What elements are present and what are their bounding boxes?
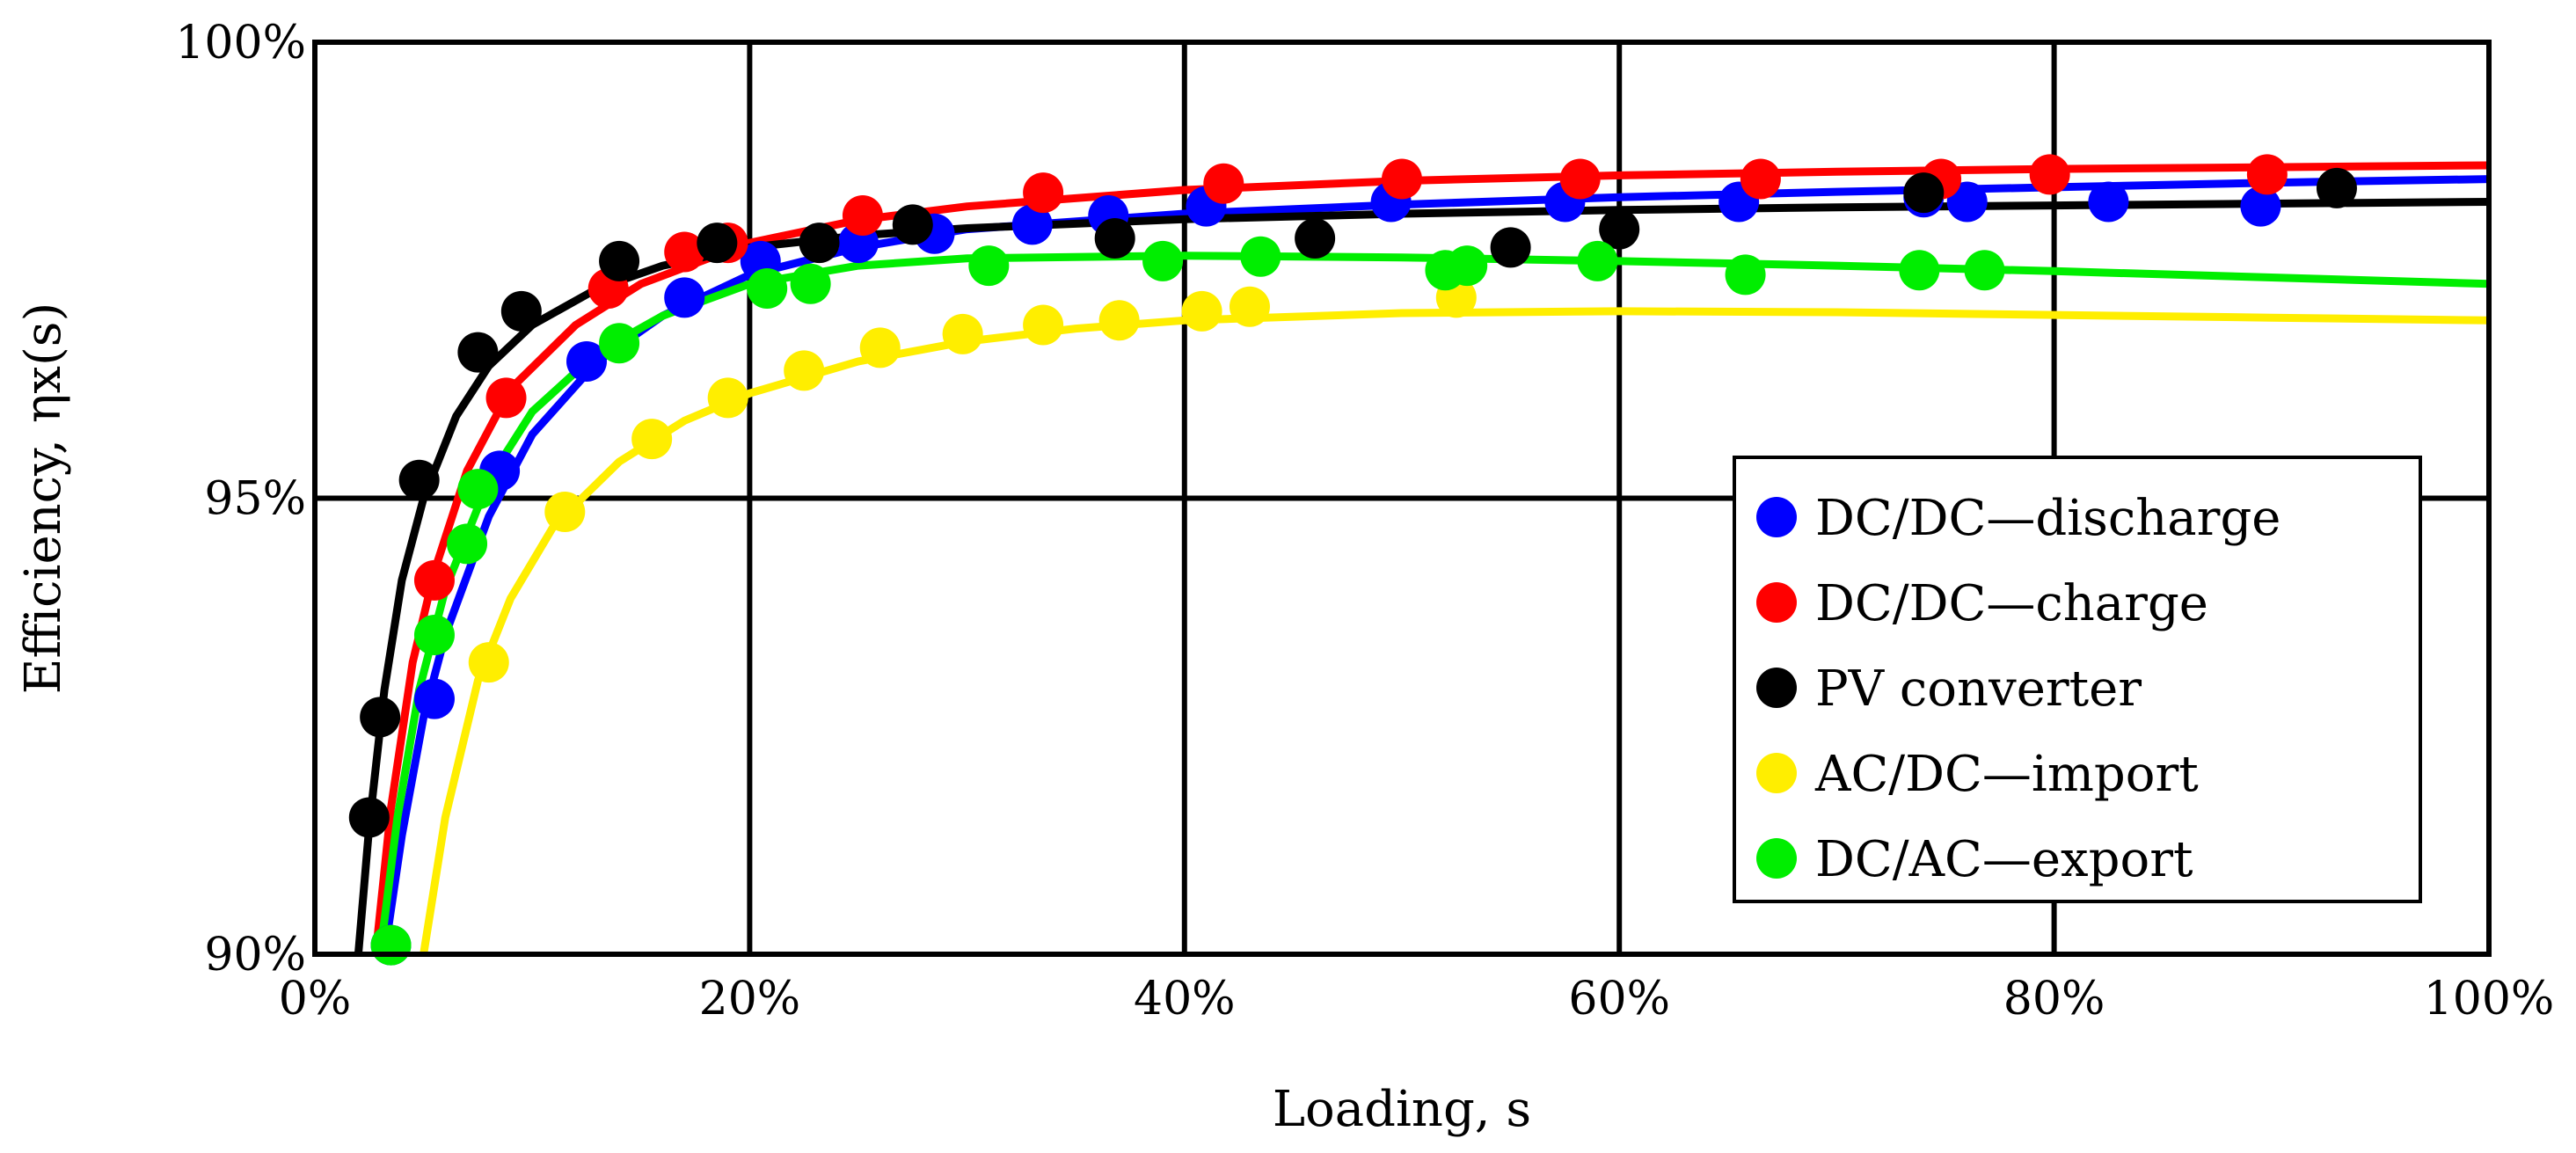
data-point (784, 350, 825, 391)
legend-label: AC/DC—import (1814, 746, 2199, 803)
data-point (747, 267, 788, 309)
data-point (1203, 163, 1244, 204)
data-points (348, 154, 2357, 966)
y-axis-title: Efficiency, ηx(s) (15, 303, 72, 695)
legend-label: PV converter (1815, 660, 2142, 718)
data-point (566, 340, 607, 382)
legend-swatch (1756, 838, 1797, 879)
data-point (859, 327, 901, 369)
data-point (413, 615, 455, 656)
data-point (1740, 158, 1781, 200)
data-point (398, 459, 440, 500)
x-tick-label: 20% (699, 973, 801, 1025)
legend: DC/DC—discharge DC/DC—charge PV converter A… (1733, 456, 2422, 903)
data-point (707, 377, 748, 419)
data-point (1023, 172, 1064, 214)
data-point (1899, 250, 1940, 291)
data-point (697, 223, 738, 264)
data-point (1490, 227, 1531, 268)
data-point (457, 332, 499, 373)
data-point (2316, 167, 2357, 208)
data-point (599, 323, 640, 364)
data-point (1903, 172, 1945, 214)
y-tick-label: 100% (175, 17, 306, 69)
data-point (1382, 158, 1422, 200)
legend-swatch (1756, 753, 1797, 793)
data-point (842, 195, 883, 237)
data-point (1577, 240, 1618, 281)
legend-swatch (1756, 668, 1797, 708)
data-point (1229, 286, 1270, 327)
data-point (942, 313, 983, 354)
data-point (1011, 204, 1053, 245)
y-tick-label: 90% (204, 929, 306, 982)
legend-label: DC/DC—charge (1815, 575, 2208, 632)
data-point (370, 924, 412, 966)
fit-curve-3 (420, 307, 2489, 954)
data-point (664, 277, 705, 318)
plot-frame (312, 40, 2492, 957)
legend-box (1733, 456, 2422, 903)
legend-swatch (1756, 497, 1797, 537)
x-tick-label: 40% (1134, 973, 1236, 1025)
y-tick-label: 95% (204, 473, 306, 526)
plot-area (348, 154, 2489, 966)
data-point (1946, 181, 1988, 223)
data-point (2029, 154, 2070, 195)
data-point (485, 377, 527, 419)
data-point (1599, 208, 1640, 250)
x-tick-label: 60% (1568, 973, 1670, 1025)
data-point (631, 419, 673, 460)
x-tick-labels: 0% 20% 40% 60% 80% 100% (279, 973, 2555, 1025)
data-point (968, 245, 1010, 287)
data-point (2088, 181, 2129, 223)
x-tick-label: 80% (2003, 973, 2105, 1025)
data-point (2246, 154, 2288, 195)
data-point (1295, 217, 1336, 259)
data-point (1447, 245, 1488, 287)
data-point (799, 223, 840, 264)
legend-label: DC/DC—discharge (1815, 490, 2280, 547)
data-point (1725, 254, 1766, 296)
data-point (457, 469, 499, 510)
data-point (664, 231, 705, 273)
data-point (1098, 300, 1140, 341)
data-point (1094, 217, 1135, 259)
data-point (468, 642, 509, 683)
data-point (790, 263, 831, 304)
data-point (348, 797, 390, 838)
legend-swatch (1756, 582, 1797, 623)
data-point (360, 697, 401, 738)
data-point (413, 678, 455, 719)
x-tick-label: 0% (279, 973, 352, 1025)
data-point (413, 559, 455, 601)
data-point (447, 523, 488, 565)
y-tick-labels: 90% 95% 100% (175, 17, 306, 982)
legend-label: DC/AC—export (1815, 831, 2193, 888)
data-point (892, 204, 933, 245)
x-axis-title: Loading, s (1273, 1081, 1531, 1138)
data-point (1181, 290, 1222, 332)
data-point (1023, 304, 1064, 346)
data-point (500, 290, 542, 332)
data-point (1964, 250, 2005, 291)
data-point (544, 492, 586, 533)
data-point (2240, 186, 2281, 227)
data-point (1240, 236, 1281, 277)
data-point (1559, 158, 1601, 200)
data-point (1142, 240, 1184, 281)
data-point (599, 240, 640, 281)
x-tick-label: 100% (2424, 973, 2555, 1025)
